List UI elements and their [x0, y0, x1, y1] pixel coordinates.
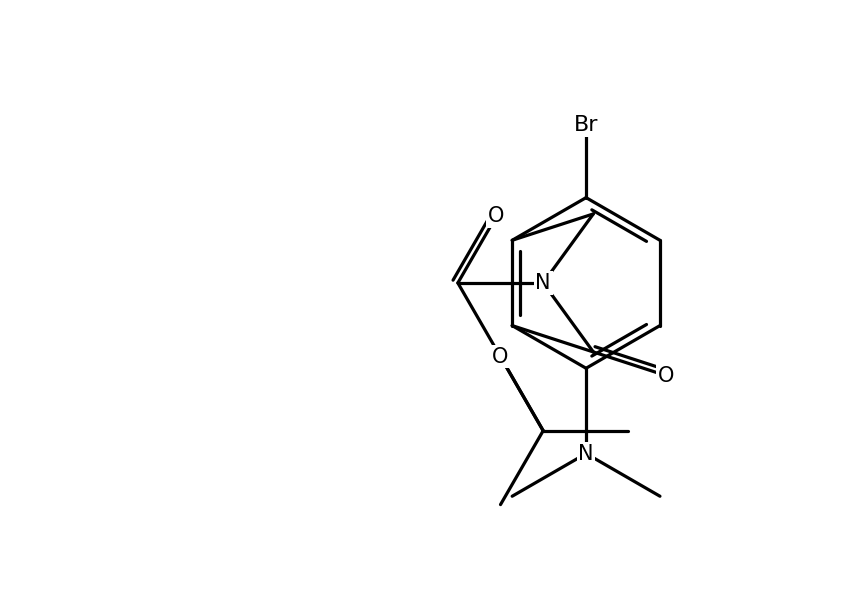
Text: O: O: [658, 365, 675, 386]
Text: N: N: [535, 273, 551, 293]
Text: Br: Br: [573, 115, 599, 135]
Text: O: O: [488, 206, 504, 226]
Text: N: N: [579, 443, 593, 464]
Text: O: O: [492, 347, 509, 367]
